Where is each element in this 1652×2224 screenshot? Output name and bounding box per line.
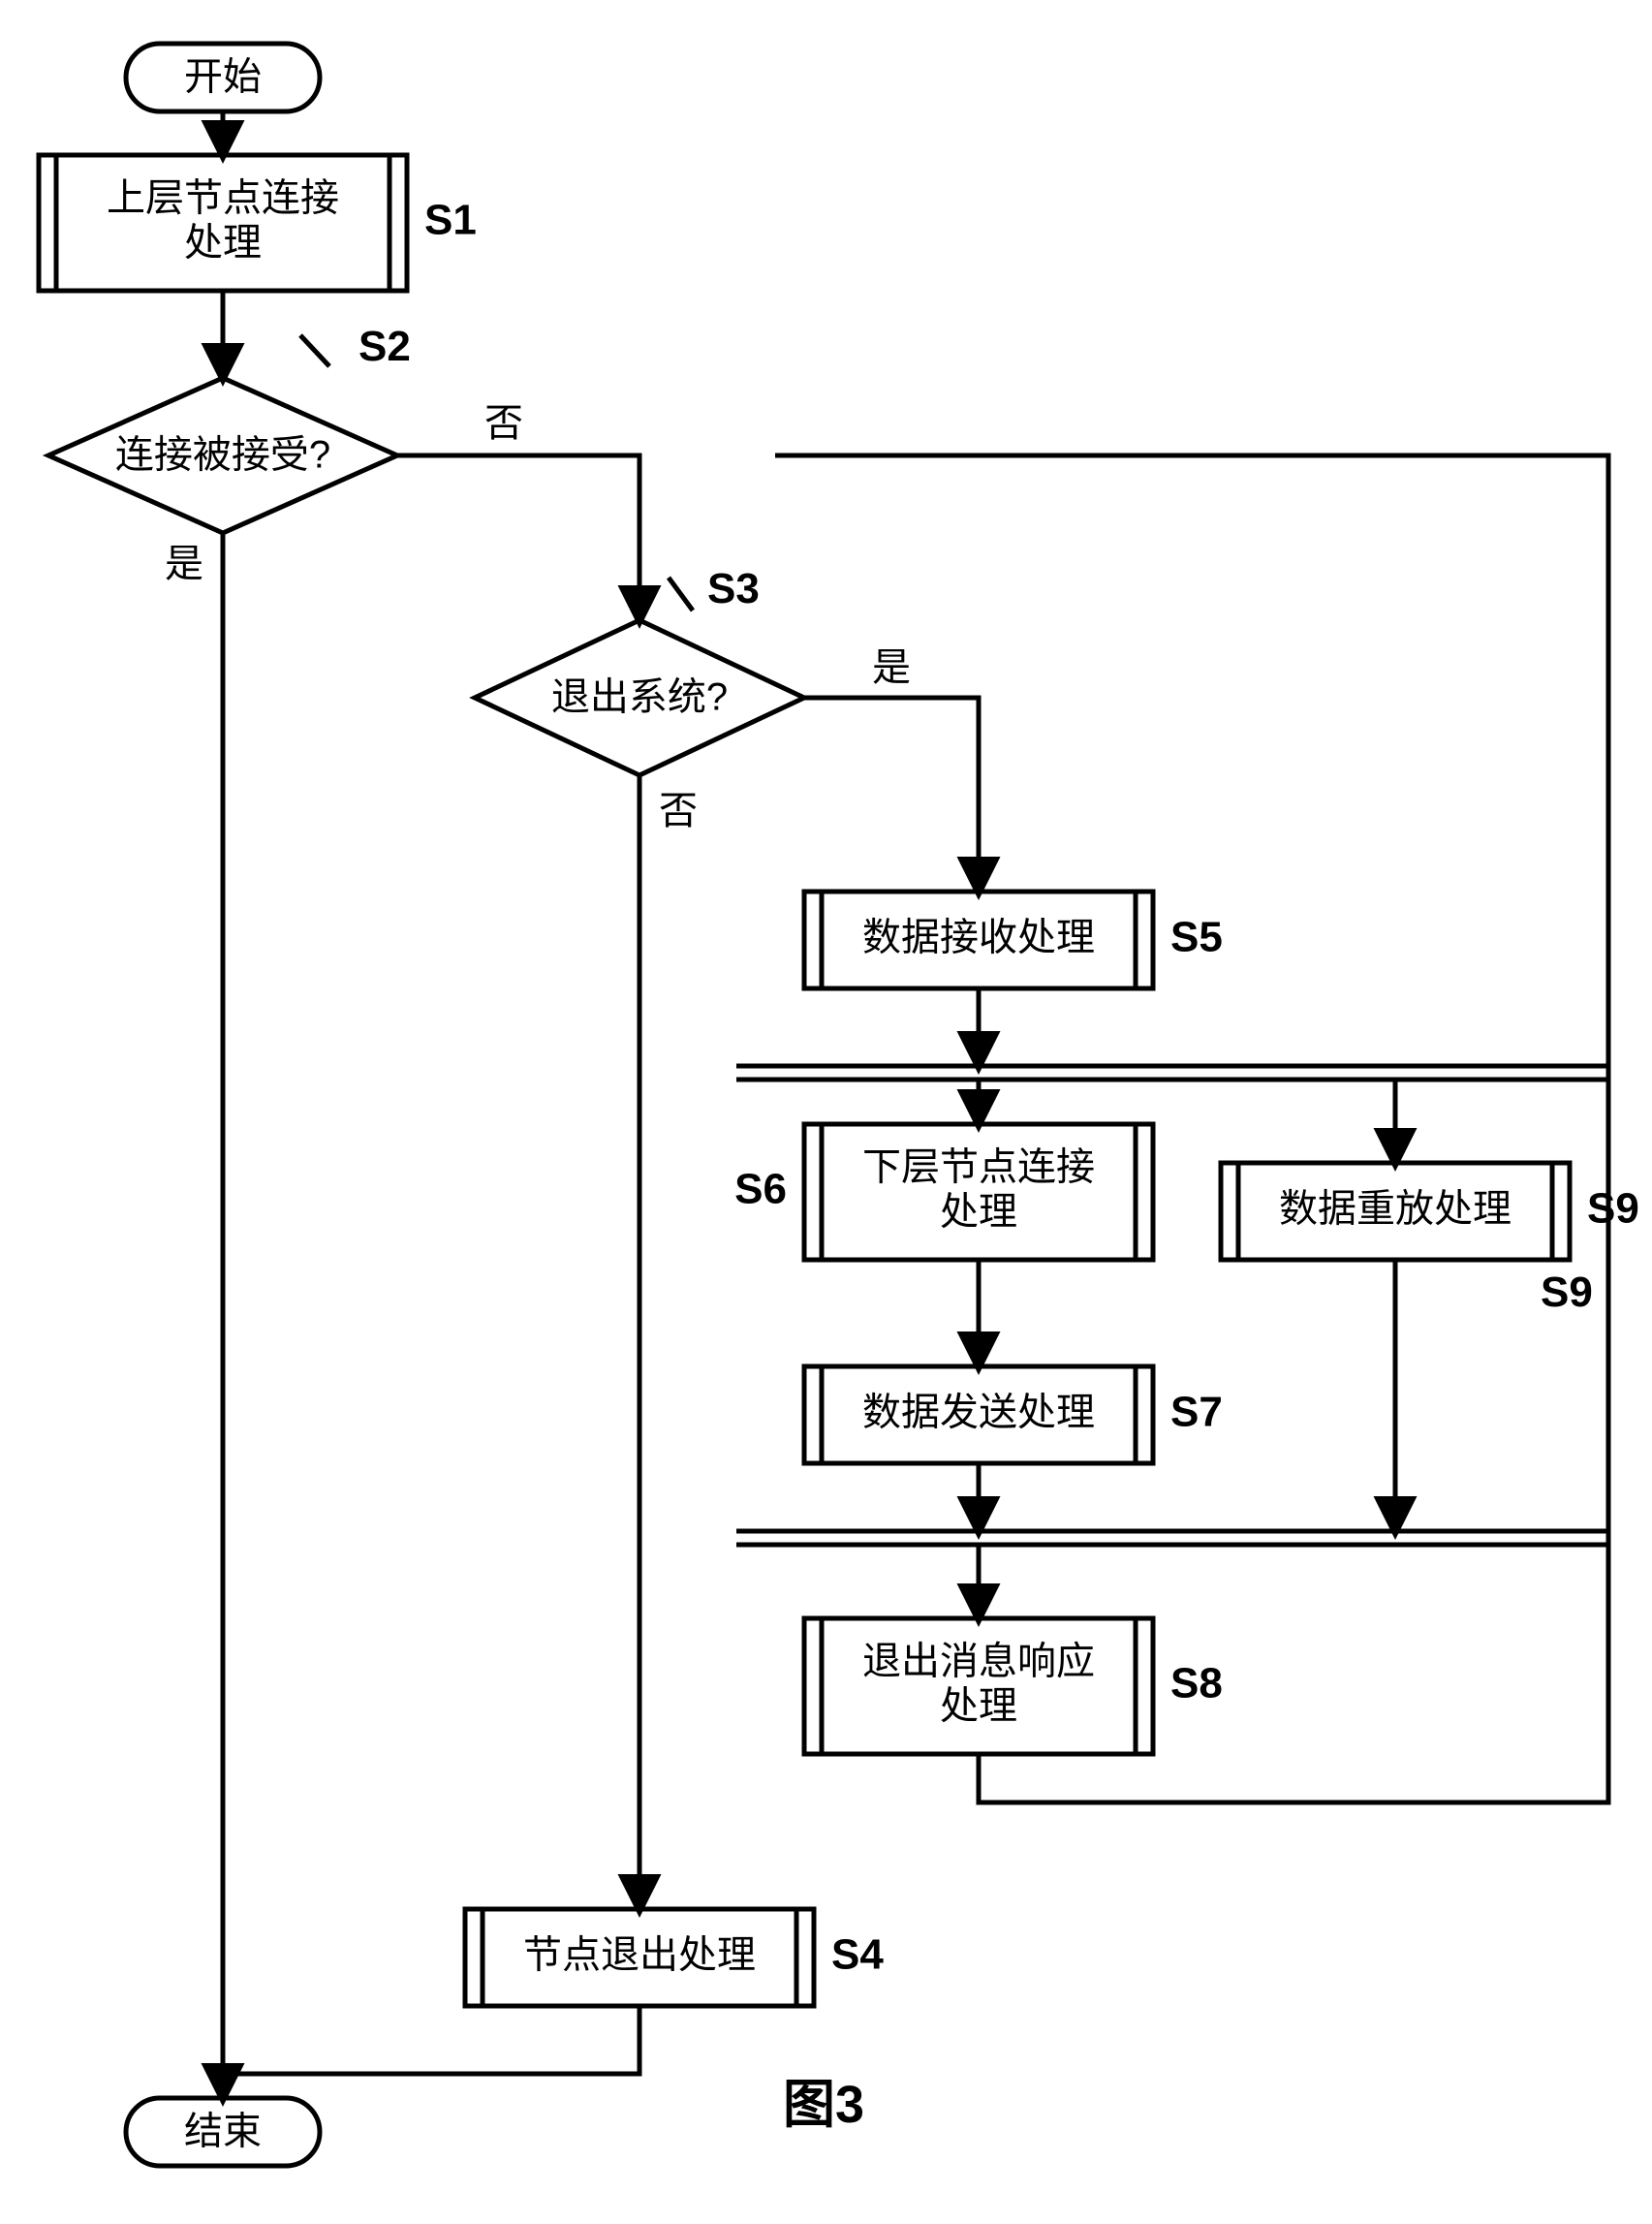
figure-caption: 图3 (783, 2076, 864, 2134)
process-s4: 节点退出处理 S4 (465, 1909, 884, 2006)
terminal-end: 结束 (126, 2098, 320, 2166)
decision-s3: 退出系统? (475, 620, 804, 775)
decision-text: 退出系统? (551, 676, 728, 719)
process-s9: 数据重放处理 S9 (1221, 1163, 1639, 1260)
process-s5: 数据接收处理 S5 (804, 892, 1223, 988)
process-text: 数据重放处理 (1279, 1188, 1512, 1231)
step-label: S9 (1587, 1185, 1639, 1233)
step-label: S1 (424, 197, 477, 244)
step-label: S2 (358, 323, 411, 370)
process-text: 数据发送处理 (862, 1392, 1095, 1434)
edge-label-no: 否 (659, 790, 698, 832)
step-label: S3 (707, 565, 760, 612)
edge-label-no: 否 (484, 402, 523, 445)
step-label: S9 (1541, 1269, 1593, 1316)
process-text: 退出消息响应 (862, 1641, 1095, 1683)
edge-label-yes: 是 (165, 543, 203, 585)
process-text: 处理 (184, 222, 262, 265)
process-s6: 下层节点连接处理 S6 (734, 1124, 1153, 1260)
process-text: 处理 (940, 1191, 1017, 1234)
process-text: 数据接收处理 (862, 917, 1095, 959)
process-text: 上层节点连接 (107, 177, 339, 220)
terminal-text: 开始 (184, 56, 262, 99)
step-label: S8 (1170, 1660, 1223, 1707)
edge-label-yes: 是 (872, 646, 911, 689)
process-s8: 退出消息响应处理 S8 (804, 1618, 1223, 1754)
decision-s2: 连接被接受? (48, 378, 397, 533)
terminal-text: 结束 (184, 2111, 262, 2153)
decision-text: 连接被接受? (115, 434, 330, 477)
process-text: 处理 (940, 1685, 1017, 1728)
step-label: S7 (1170, 1389, 1223, 1436)
process-s1: 上层节点连接处理 S1 (39, 155, 477, 291)
step-label: S4 (831, 1931, 884, 1979)
step-label: S5 (1170, 914, 1223, 961)
process-text: 节点退出处理 (523, 1934, 756, 1977)
step-label: S6 (734, 1166, 787, 1213)
process-s7: 数据发送处理 S7 (804, 1366, 1223, 1463)
terminal-start: 开始 (126, 44, 320, 111)
process-text: 下层节点连接 (862, 1146, 1095, 1189)
